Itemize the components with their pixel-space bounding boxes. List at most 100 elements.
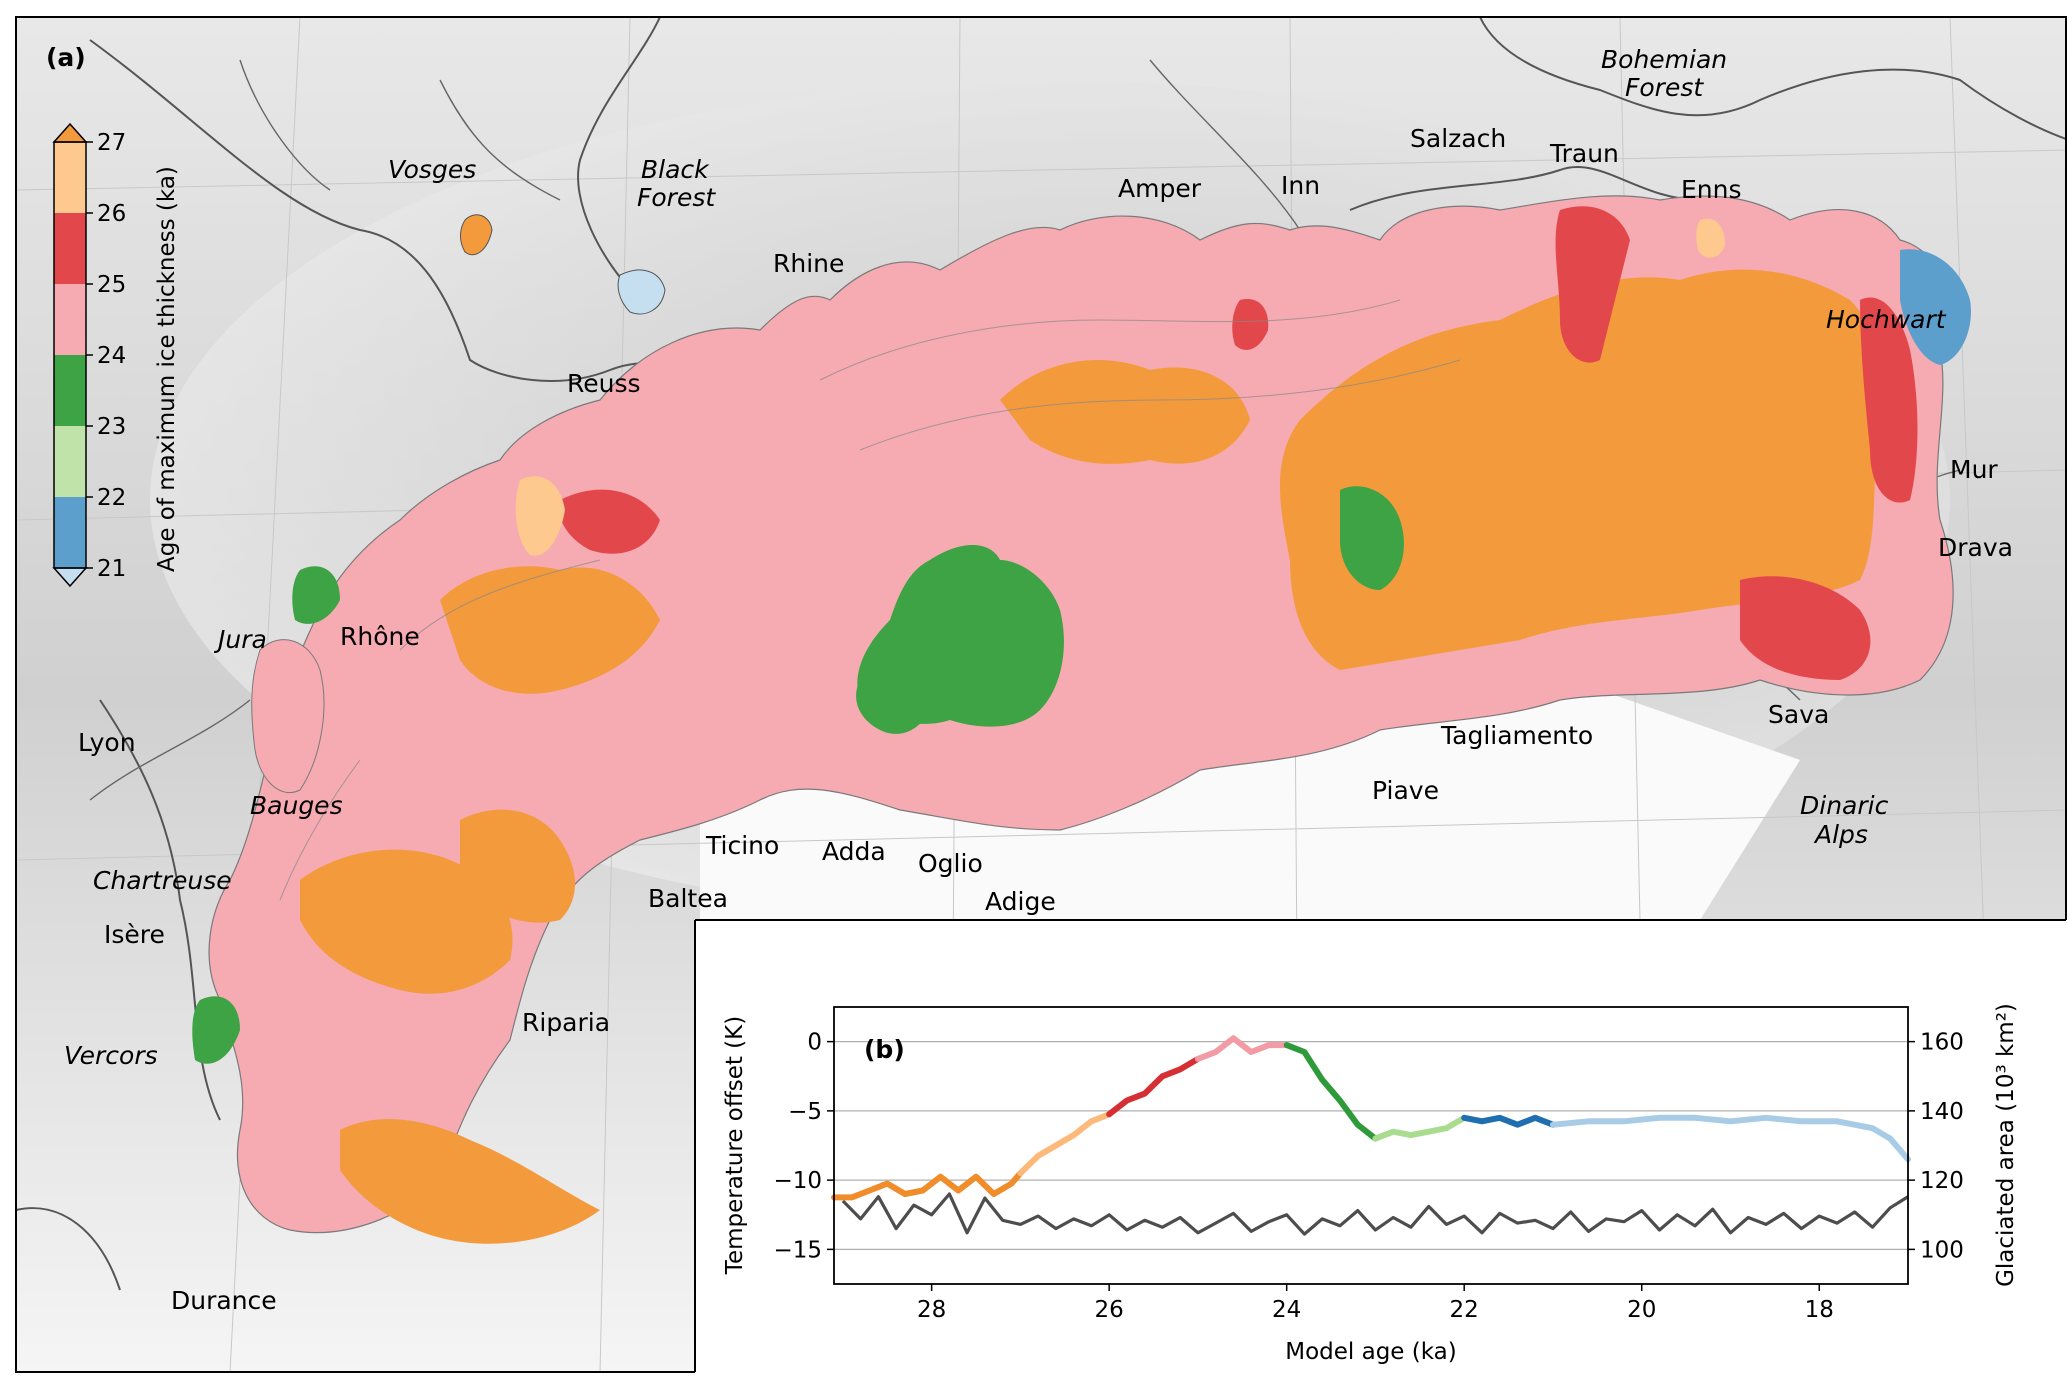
ice-age-green-inn [1340,486,1404,590]
label-isere: Isère [104,920,165,949]
ice-age-red-mur [1860,297,1918,503]
glaciated-area-segment-5 [1372,1114,1468,1142]
plot-grid [834,1041,1908,1250]
y-left-tick-2: −10 [773,1168,822,1194]
place-labels: Vosges Black Forest Rhine Reuss Amper In… [64,45,2013,1315]
label-dinaric-2: Alps [1813,820,1868,849]
colorbar-band-3 [54,355,86,426]
ice-age-lightorange-reuss [515,476,565,556]
ice-age-lightblue-blackforest [617,269,666,315]
label-bauges: Bauges [250,791,343,820]
colorbar-bands [54,142,86,568]
colorbar-tick-23: 23 [97,414,126,440]
colorbar-band-1 [54,213,86,284]
label-adige: Adige [985,887,1056,916]
plot-axes: 0 −5 −10 −15 160 140 120 100 28 26 24 22 20 18 [773,1030,1963,1323]
label-inn: Inn [1281,171,1320,200]
label-drava: Drava [1938,533,2013,562]
map-panel: (a) Vosges Black Forest Rhine Reuss Ampe… [15,16,2067,1374]
y-right-tick-1: 140 [1920,1099,1964,1125]
label-enns: Enns [1681,175,1742,204]
colorbar-ticks [86,141,93,569]
glaciated-area-segment-4 [1283,1042,1379,1142]
glaciated-area-segment-6 [1461,1114,1556,1128]
label-chartreuse: Chartreuse [93,866,232,895]
colorbar-band-2 [54,284,86,355]
label-riparia: Riparia [522,1008,610,1037]
ice-age-orange-east [1280,269,1884,670]
x-axis-label: Model age (ka) [1285,1339,1456,1365]
y-right-tick-0: 160 [1920,1030,1964,1056]
label-durance: Durance [171,1286,277,1315]
label-sava: Sava [1768,700,1829,729]
ice-age-orange-central [1000,360,1250,464]
y-axis-label-right: Glaciated area (10³ km²) [1993,1003,2019,1287]
colorbar-band-5 [54,497,86,568]
colorbar: 27 26 25 24 23 22 21 Age of maximum ice … [52,122,180,588]
label-hochwart: Hochwart [1826,305,1947,334]
label-dinaric-1: Dinaric [1800,791,1889,820]
plot-series [831,1035,1911,1236]
label-tagliamento: Tagliamento [1440,721,1593,750]
label-reuss: Reuss [567,369,641,398]
x-tick-1: 26 [1095,1297,1124,1323]
colorbar-tick-26: 26 [97,201,126,227]
glaciated-area-segment-1 [1017,1111,1113,1177]
x-tick-4: 20 [1627,1297,1656,1323]
label-amper: Amper [1118,174,1202,203]
temperature-offset-line [841,1192,1909,1236]
ice-age-rhone-lobe [251,639,325,794]
ice-age-green-jura [292,566,340,624]
x-tick-0: 28 [917,1297,946,1323]
label-piave: Piave [1372,776,1439,805]
ice-age-red-sava [1740,576,1871,680]
label-rhine: Rhine [773,249,844,278]
glaciated-area-segment-2 [1106,1055,1201,1118]
y-axis-label-left: Temperature offset (K) [722,1016,748,1275]
glaciated-area-segment-7 [1550,1114,1911,1163]
colorbar-title: Age of maximum ice thickness (ka) [154,166,180,572]
ice-age-red-east [1555,206,1630,363]
plot-frame [833,1006,1909,1285]
label-adda: Adda [822,837,886,866]
inset-chart: 0 −5 −10 −15 160 140 120 100 28 26 24 22 20 18 (b) Mo… [694,919,2067,1390]
glaciated-area-segment-3 [1194,1035,1290,1062]
y-right-tick-2: 120 [1920,1168,1964,1194]
ice-age-lightorange-enns [1696,218,1725,258]
panel-b-label: (b) [864,1035,905,1064]
ice-age-red-hochwart [1232,299,1269,350]
label-mur: Mur [1950,455,1998,484]
ice-age-orange-southwest [300,849,513,994]
y-left-tick-3: −15 [773,1237,822,1263]
label-bohemian-1: Bohemian [1601,45,1727,74]
colorbar-tick-22: 22 [97,485,126,511]
label-ticino: Ticino [705,831,779,860]
colorbar-tick-24: 24 [97,343,126,369]
label-black-forest-1: Black [641,155,710,184]
colorbar-band-4 [54,426,86,497]
label-vosges: Vosges [388,155,476,184]
ice-age-orange-west [440,566,660,694]
label-oglio: Oglio [918,849,983,878]
label-black-forest-2: Forest [637,183,716,212]
ice-age-green-south [856,677,930,734]
label-salzach: Salzach [1410,124,1506,153]
y-right-tick-3: 100 [1920,1237,1964,1263]
y-left-tick-1: −5 [788,1099,822,1125]
label-jura: Jura [213,625,267,654]
ice-age-blue-hochwart [1900,249,1971,365]
ice-age-orange-south [340,1119,600,1244]
y-left-tick-0: 0 [807,1030,822,1056]
surface-contours [279,299,1461,901]
colorbar-tick-27: 27 [97,130,126,156]
glaciated-area-segment-0 [831,1170,1024,1201]
ice-age-green-core [857,545,1064,727]
label-traun: Traun [1549,139,1619,168]
ice-age-vosges [460,214,493,256]
label-baltea: Baltea [648,884,728,913]
x-tick-5: 18 [1805,1297,1834,1323]
panel-a-label: (a) [46,43,86,72]
inset-background [695,920,2067,1390]
label-vercors: Vercors [64,1041,158,1070]
